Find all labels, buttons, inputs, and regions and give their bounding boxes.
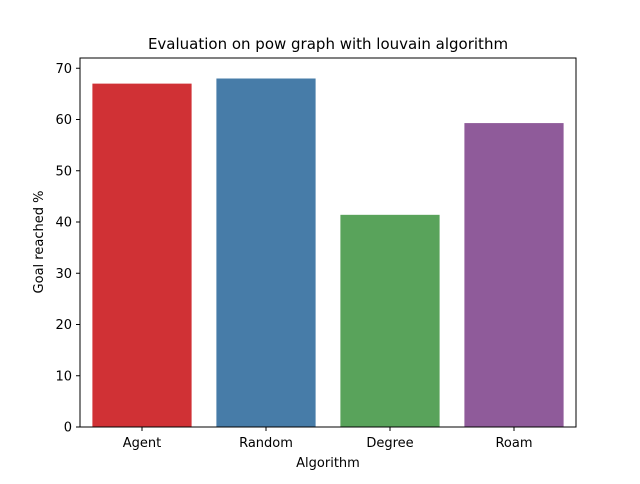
chart-title: Evaluation on pow graph with louvain alg… xyxy=(148,35,508,53)
x-axis-ticks: Agent Random Degree Roam xyxy=(123,427,533,451)
y-tick-label: 60 xyxy=(55,113,72,128)
x-tick-label: Roam xyxy=(495,436,532,451)
y-tick-label: 50 xyxy=(55,164,72,179)
y-tick-label: 10 xyxy=(55,369,72,384)
plot-frame xyxy=(79,57,577,428)
y-axis-ticks: 0 10 20 30 40 50 60 70 xyxy=(55,62,80,436)
y-tick-label: 30 xyxy=(55,267,72,282)
y-tick-label: 20 xyxy=(55,318,72,333)
x-tick-label: Agent xyxy=(123,436,161,451)
y-tick-label: 40 xyxy=(55,216,72,231)
x-tick-label: Degree xyxy=(366,436,413,451)
bar-random xyxy=(216,78,316,427)
bar-agent xyxy=(92,83,192,427)
bars-group xyxy=(92,78,564,428)
bar-degree xyxy=(340,214,440,427)
y-axis-label: Goal reached % xyxy=(32,191,47,294)
y-tick-label: 70 xyxy=(55,62,72,77)
x-tick-label: Random xyxy=(239,436,293,451)
bar-roam xyxy=(464,123,564,428)
y-tick-label: 0 xyxy=(64,421,72,436)
x-axis-label: Algorithm xyxy=(296,456,360,471)
